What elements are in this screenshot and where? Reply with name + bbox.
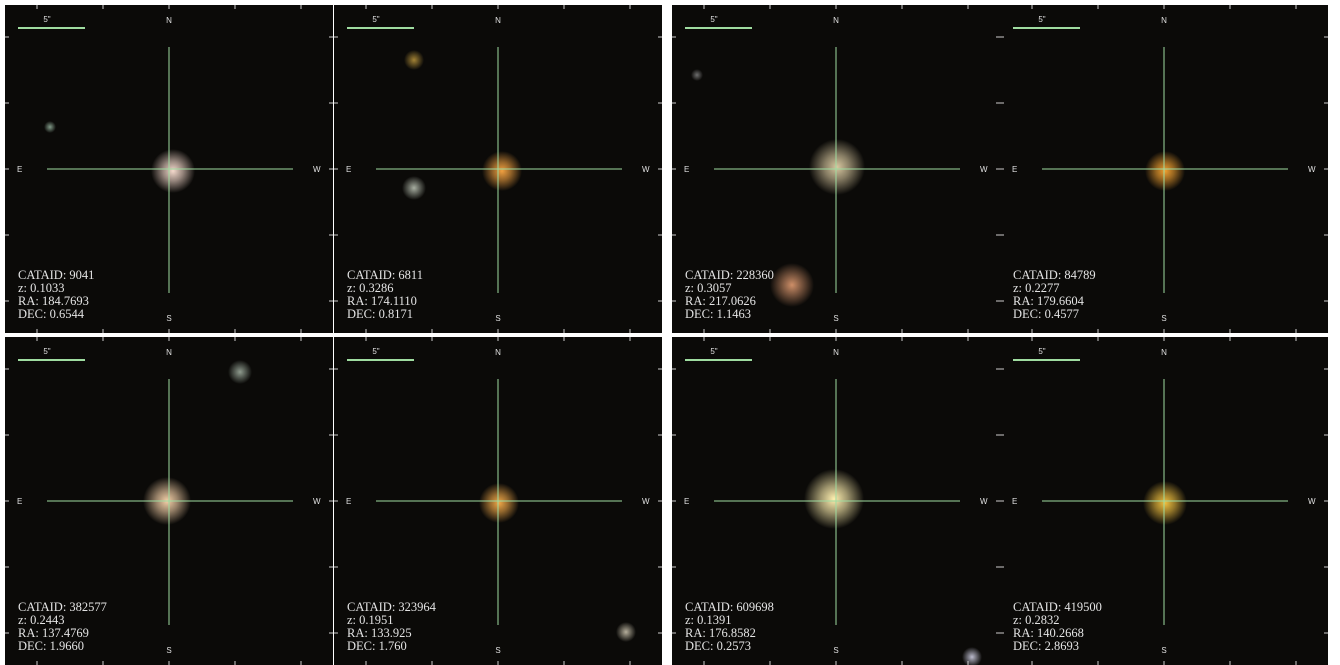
west-label: W bbox=[642, 497, 650, 506]
scale-label: 5" bbox=[43, 15, 50, 24]
east-label: E bbox=[1012, 165, 1017, 174]
galaxy-info: z: 0.1033 bbox=[18, 281, 65, 295]
galaxy-info: CATAID: 228360 bbox=[685, 268, 774, 282]
south-label: S bbox=[166, 646, 171, 655]
north-label: N bbox=[1161, 348, 1167, 357]
west-label: W bbox=[980, 165, 988, 174]
east-label: E bbox=[684, 165, 689, 174]
galaxy-info: DEC: 2.8693 bbox=[1013, 639, 1079, 653]
galaxy-info: CATAID: 323964 bbox=[347, 600, 437, 614]
galaxy-info: CATAID: 419500 bbox=[1013, 600, 1102, 614]
galaxy bbox=[1145, 151, 1185, 191]
galaxy bbox=[804, 469, 864, 529]
galaxy-info: RA: 137.4769 bbox=[18, 626, 89, 640]
north-label: N bbox=[166, 16, 172, 25]
background-source bbox=[402, 176, 426, 200]
south-label: S bbox=[495, 314, 500, 323]
galaxy-info: CATAID: 382577 bbox=[18, 600, 107, 614]
east-label: E bbox=[17, 165, 22, 174]
north-label: N bbox=[1161, 16, 1167, 25]
galaxy bbox=[482, 151, 522, 191]
galaxy-info: z: 0.3057 bbox=[685, 281, 732, 295]
galaxy-info: z: 0.1391 bbox=[685, 613, 732, 627]
east-label: E bbox=[346, 165, 351, 174]
galaxy-info: RA: 217.0626 bbox=[685, 294, 756, 308]
galaxy-info: DEC: 1.9660 bbox=[18, 639, 84, 653]
background-source bbox=[228, 360, 252, 384]
north-label: N bbox=[495, 16, 501, 25]
galaxy-info: RA: 174.1110 bbox=[347, 294, 417, 308]
west-label: W bbox=[980, 497, 988, 506]
galaxy-info: CATAID: 609698 bbox=[685, 600, 774, 614]
galaxy-info: CATAID: 9041 bbox=[18, 268, 94, 282]
galaxy-info: z: 0.2277 bbox=[1013, 281, 1060, 295]
north-label: N bbox=[833, 348, 839, 357]
galaxy-info: DEC: 0.2573 bbox=[685, 639, 751, 653]
scale-label: 5" bbox=[710, 347, 717, 356]
background-source bbox=[962, 647, 982, 665]
scale-label: 5" bbox=[372, 15, 379, 24]
east-label: E bbox=[684, 497, 689, 506]
galaxy-info: z: 0.3286 bbox=[347, 281, 394, 295]
galaxy-info: RA: 179.6604 bbox=[1013, 294, 1085, 308]
background-source bbox=[44, 121, 56, 133]
galaxy-info: RA: 176.8582 bbox=[685, 626, 756, 640]
background-source bbox=[770, 263, 814, 307]
galaxy-info: DEC: 0.4577 bbox=[1013, 307, 1079, 321]
west-label: W bbox=[1308, 497, 1316, 506]
galaxy bbox=[479, 483, 519, 523]
galaxy-info: z: 0.2443 bbox=[18, 613, 65, 627]
background-source bbox=[691, 69, 703, 81]
south-label: S bbox=[833, 646, 838, 655]
galaxy-info: DEC: 1.760 bbox=[347, 639, 407, 653]
galaxy-info: DEC: 0.8171 bbox=[347, 307, 413, 321]
west-label: W bbox=[642, 165, 650, 174]
background-source bbox=[404, 50, 424, 70]
south-label: S bbox=[166, 314, 171, 323]
scale-label: 5" bbox=[710, 15, 717, 24]
west-label: W bbox=[313, 497, 321, 506]
north-label: N bbox=[495, 348, 501, 357]
north-label: N bbox=[833, 16, 839, 25]
south-label: S bbox=[1161, 646, 1166, 655]
scale-label: 5" bbox=[1038, 15, 1045, 24]
background-source bbox=[616, 622, 636, 642]
galaxy-info: z: 0.1951 bbox=[347, 613, 394, 627]
galaxy-info: CATAID: 84789 bbox=[1013, 268, 1096, 282]
east-label: E bbox=[1012, 497, 1017, 506]
scale-label: 5" bbox=[1038, 347, 1045, 356]
scale-label: 5" bbox=[372, 347, 379, 356]
east-label: E bbox=[346, 497, 351, 506]
south-label: S bbox=[833, 314, 838, 323]
south-label: S bbox=[1161, 314, 1166, 323]
galaxy-info: RA: 184.7693 bbox=[18, 294, 89, 308]
scale-label: 5" bbox=[43, 347, 50, 356]
west-label: W bbox=[1308, 165, 1316, 174]
galaxy-info: DEC: 0.6544 bbox=[18, 307, 85, 321]
east-label: E bbox=[17, 497, 22, 506]
west-label: W bbox=[313, 165, 321, 174]
galaxy-info: DEC: 1.1463 bbox=[685, 307, 751, 321]
galaxy bbox=[1143, 481, 1187, 525]
south-label: S bbox=[495, 646, 500, 655]
galaxy bbox=[151, 149, 195, 193]
galaxy bbox=[809, 139, 865, 195]
galaxy-info: RA: 140.2668 bbox=[1013, 626, 1084, 640]
galaxy-info: z: 0.2832 bbox=[1013, 613, 1060, 627]
galaxy-info: RA: 133.925 bbox=[347, 626, 412, 640]
north-label: N bbox=[166, 348, 172, 357]
galaxy-info: CATAID: 6811 bbox=[347, 268, 423, 282]
